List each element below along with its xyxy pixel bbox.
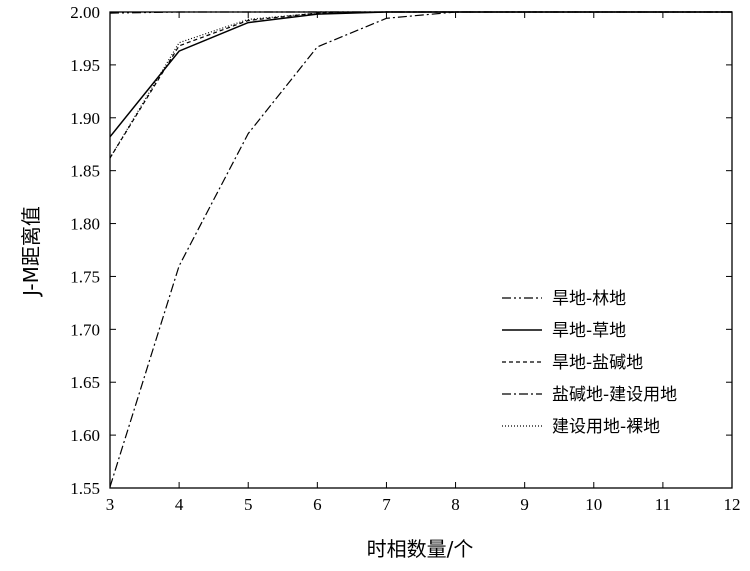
y-axis-title: J-M距离值 (19, 206, 43, 298)
x-tick-label: 3 (106, 495, 115, 514)
x-tick-label: 11 (655, 495, 671, 514)
y-tick-label: 1.85 (70, 162, 100, 181)
y-tick-label: 1.80 (70, 215, 100, 234)
x-tick-label: 7 (382, 495, 391, 514)
legend-label-1: 旱地-林地 (552, 289, 626, 309)
legend-label-3: 旱地-盐碱地 (552, 353, 643, 373)
y-tick-label: 1.75 (70, 267, 100, 286)
x-tick-label: 6 (313, 495, 322, 514)
legend-label-5: 建设用地-裸地 (552, 417, 660, 437)
y-tick-label: 1.65 (70, 373, 100, 392)
y-tick-label: 2.00 (70, 3, 100, 22)
y-tick-label: 1.60 (70, 426, 100, 445)
series-line-3 (109, 11, 732, 159)
x-tick-label: 12 (724, 495, 741, 514)
series-line-5 (109, 11, 732, 159)
y-tick-label: 1.95 (70, 56, 100, 75)
x-tick-label: 4 (175, 495, 184, 514)
x-tick-label: 8 (451, 495, 460, 514)
legend-label-2: 旱地-草地 (552, 321, 626, 341)
x-tick-label: 9 (520, 495, 529, 514)
x-tick-label: 10 (585, 495, 602, 514)
x-tick-label: 5 (244, 495, 253, 514)
legend-label-4: 盐碱地-建设用地 (552, 385, 677, 405)
y-tick-label: 1.90 (70, 109, 100, 128)
series-line-2 (109, 11, 732, 138)
x-axis-title: 时相数量/个 (367, 537, 474, 561)
y-tick-label: 1.55 (70, 479, 100, 498)
series-line-4 (109, 11, 732, 488)
y-tick-label: 1.70 (70, 320, 100, 339)
